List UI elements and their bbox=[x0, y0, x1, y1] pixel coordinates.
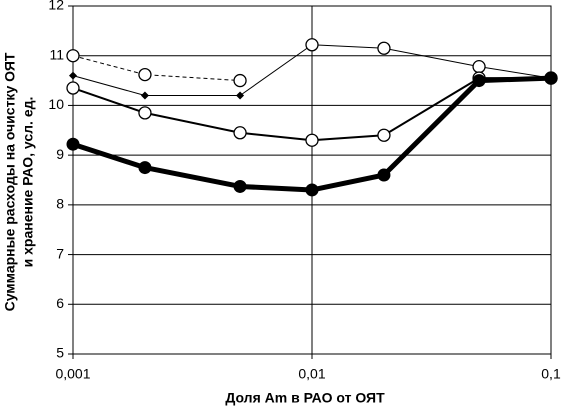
marker bbox=[66, 137, 80, 151]
marker bbox=[305, 183, 319, 197]
x-tick-label: 0,1 bbox=[541, 366, 561, 382]
y-tick-label: 7 bbox=[56, 245, 64, 261]
series-line bbox=[72, 44, 313, 96]
y-tick-label: 11 bbox=[49, 46, 64, 62]
marker bbox=[233, 126, 247, 140]
y-tick-label: 10 bbox=[48, 96, 64, 112]
y-tick-label: 5 bbox=[56, 345, 64, 361]
marker bbox=[305, 133, 319, 147]
series-line bbox=[72, 55, 241, 82]
marker bbox=[66, 49, 80, 63]
y-axis-title: и хранение РАО, усл. ед. bbox=[20, 97, 36, 268]
x-tick-label: 0,01 bbox=[298, 366, 325, 382]
marker bbox=[377, 168, 391, 182]
x-tick-label: 0,001 bbox=[55, 366, 90, 382]
marker bbox=[233, 73, 247, 88]
marker bbox=[66, 81, 80, 95]
marker bbox=[69, 71, 77, 80]
marker bbox=[236, 91, 245, 100]
marker bbox=[233, 179, 247, 193]
marker bbox=[377, 128, 391, 142]
marker bbox=[140, 91, 149, 100]
y-tick-label: 8 bbox=[56, 196, 64, 212]
y-axis-title: Суммарные расходы на очистку ОЯТ bbox=[2, 52, 18, 311]
marker bbox=[472, 74, 486, 88]
series-line bbox=[311, 44, 552, 79]
marker bbox=[377, 41, 391, 55]
y-tick-label: 9 bbox=[56, 146, 64, 162]
x-axis-title: Доля Am в РАО от ОЯТ bbox=[225, 390, 385, 406]
marker bbox=[472, 60, 486, 74]
marker bbox=[138, 67, 152, 82]
marker bbox=[305, 38, 319, 52]
marker bbox=[138, 161, 152, 175]
y-tick-label: 12 bbox=[48, 0, 64, 13]
marker bbox=[544, 71, 558, 85]
marker bbox=[138, 106, 152, 120]
y-tick-label: 6 bbox=[56, 295, 64, 311]
